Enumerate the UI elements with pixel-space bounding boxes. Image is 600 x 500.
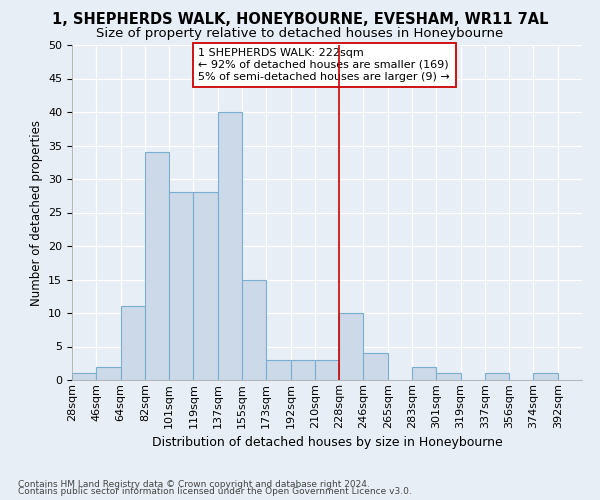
Bar	[485, 374, 509, 380]
Bar	[96, 366, 121, 380]
Bar	[242, 280, 266, 380]
Text: 1 SHEPHERDS WALK: 222sqm
← 92% of detached houses are smaller (169)
5% of semi-d: 1 SHEPHERDS WALK: 222sqm ← 92% of detach…	[198, 48, 450, 82]
Y-axis label: Number of detached properties: Number of detached properties	[29, 120, 43, 306]
Text: Contains HM Land Registry data © Crown copyright and database right 2024.: Contains HM Land Registry data © Crown c…	[18, 480, 370, 489]
Bar	[412, 366, 436, 380]
Bar	[72, 374, 96, 380]
Text: Contains public sector information licensed under the Open Government Licence v3: Contains public sector information licen…	[18, 487, 412, 496]
Bar	[364, 353, 388, 380]
Text: Size of property relative to detached houses in Honeybourne: Size of property relative to detached ho…	[97, 28, 503, 40]
Bar	[533, 374, 558, 380]
Bar	[169, 192, 193, 380]
Bar	[436, 374, 461, 380]
Bar	[290, 360, 315, 380]
X-axis label: Distribution of detached houses by size in Honeybourne: Distribution of detached houses by size …	[152, 436, 502, 449]
Bar	[193, 192, 218, 380]
Bar	[266, 360, 290, 380]
Text: 1, SHEPHERDS WALK, HONEYBOURNE, EVESHAM, WR11 7AL: 1, SHEPHERDS WALK, HONEYBOURNE, EVESHAM,…	[52, 12, 548, 28]
Bar	[121, 306, 145, 380]
Bar	[315, 360, 339, 380]
Bar	[145, 152, 169, 380]
Bar	[339, 313, 364, 380]
Bar	[218, 112, 242, 380]
